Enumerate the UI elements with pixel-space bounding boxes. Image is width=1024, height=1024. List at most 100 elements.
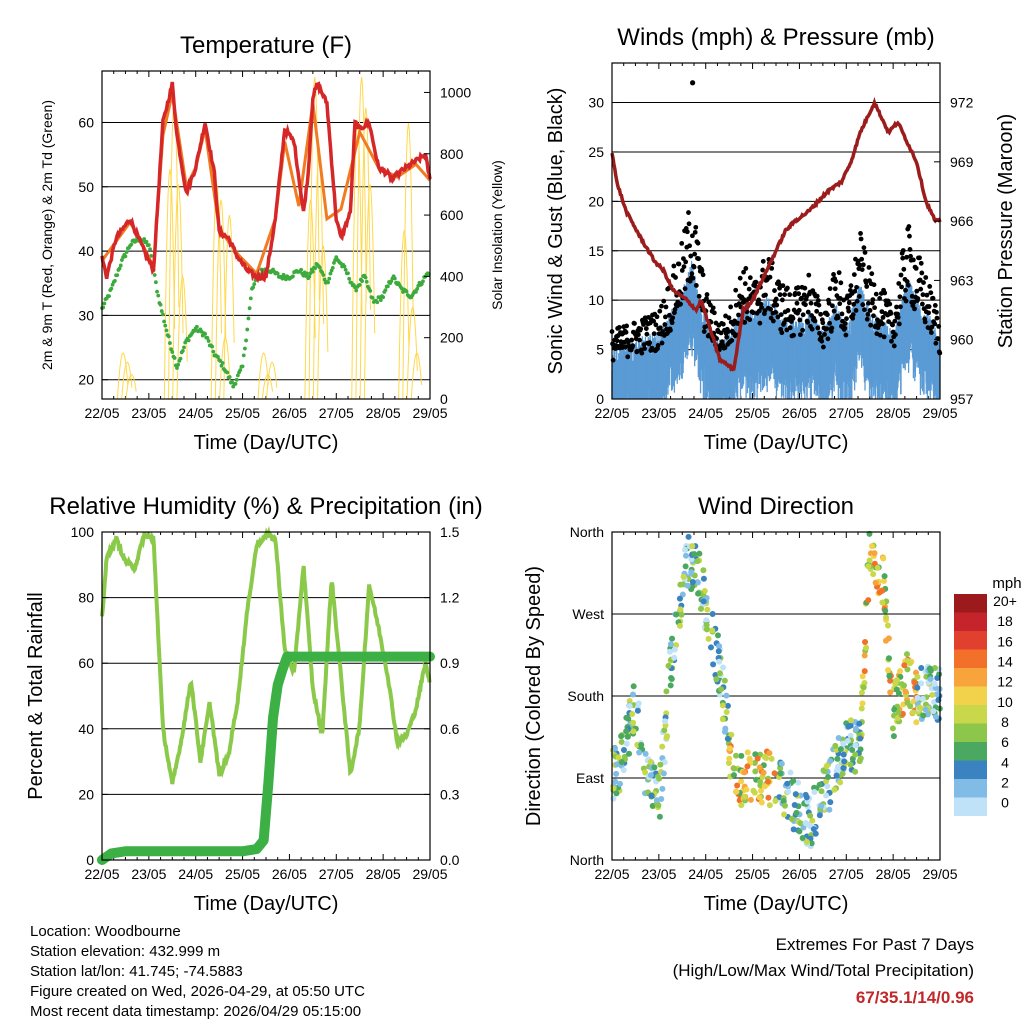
dewpoint-point [234,377,239,382]
direction-point [891,706,898,713]
gust-point [780,283,786,289]
gust-point [777,292,783,298]
gust-point [891,343,897,349]
direction-point [613,761,620,768]
direction-point [927,676,934,683]
gust-point [896,321,902,327]
direction-point [626,750,633,757]
direction-point [914,695,921,702]
direction-point [689,543,696,550]
gust-point [683,259,689,265]
direction-point [861,668,868,675]
colorbar-label: 14 [997,653,1013,669]
direction-point [620,767,627,774]
gust-point [797,332,803,338]
direction-point [922,706,929,713]
solar-insolation-line [317,245,329,400]
dewpoint-point [347,276,352,281]
direction-point [660,770,667,777]
y-tick-label: 50 [78,179,94,195]
gust-point [654,314,660,320]
gust-point [791,332,797,338]
direction-point [651,764,658,771]
gust-point [661,298,667,304]
gust-point [870,297,876,303]
direction-point [771,770,778,777]
direction-point [847,732,854,739]
direction-point [734,782,741,789]
x-tick-label: 22/05 [594,866,629,882]
dewpoint-point [235,373,240,378]
direction-point [934,691,941,698]
direction-point [824,783,831,790]
gust-point [676,261,682,267]
gust-point [812,318,818,324]
direction-point [772,798,779,805]
dewpoint-point [321,273,326,277]
direction-point [661,759,668,766]
gust-point [932,321,938,327]
gust-point [866,300,871,306]
gust-point [881,334,887,340]
gust-point [923,275,929,280]
gust-point [695,240,701,246]
y-right-tick-label: 800 [440,146,464,162]
gust-point [691,264,697,270]
gust-point [639,350,645,356]
gust-point [903,287,908,293]
y-tick-label: 20 [588,193,604,209]
direction-point [870,571,877,578]
chart-title: Winds (mph) & Pressure (mb) [617,24,934,51]
gust-point [736,312,741,318]
dewpoint-point [170,350,175,354]
direction-point [911,679,918,686]
chart-title: Wind Direction [698,493,854,520]
direction-point [738,802,745,809]
dewpoint-point [153,280,158,285]
gust-point [670,315,676,321]
direction-point [904,699,911,706]
dewpoint-point [251,285,256,290]
x-tick-label: 22/05 [594,405,629,421]
direction-point [871,550,878,557]
dewpoint-point [159,309,164,313]
dewpoint-point [332,261,336,265]
dewpoint-point [148,247,152,252]
footer-created: Figure created on Wed, 2026-04-29, at 05… [30,983,365,1000]
gust-point [934,315,940,321]
colorbar-label: 18 [997,613,1013,629]
direction-point [751,789,758,796]
direction-point [683,552,690,559]
direction-point [827,758,834,765]
x-tick-label: 22/05 [84,405,119,421]
direction-point [618,739,625,746]
gust-point [678,301,683,307]
gust-point [928,290,934,296]
direction-point [761,783,768,790]
direction-point [826,806,833,813]
gust-point [904,279,910,284]
gust-point [777,285,782,291]
direction-point [837,746,844,753]
dewpoint-point [310,269,315,274]
gust-point [657,325,663,331]
solar-insolation-line [116,352,129,400]
direction-point [765,794,772,801]
direction-point [703,626,710,633]
gust-point [756,297,762,303]
gust-point [806,272,812,278]
gust-point [817,330,822,336]
colorbar-label: 0 [1001,795,1009,811]
gust-point [657,308,663,314]
colorbar-swatch [954,686,987,705]
gust-point [655,343,661,348]
dewpoint-point [144,239,149,244]
gust-point [630,343,636,349]
dewpoint-point [233,381,238,386]
dewpoint-point [342,264,347,269]
gust-point [865,312,871,317]
direction-point [823,763,830,770]
direction-point [626,702,633,709]
gust-point [843,332,849,338]
direction-point [812,830,819,837]
